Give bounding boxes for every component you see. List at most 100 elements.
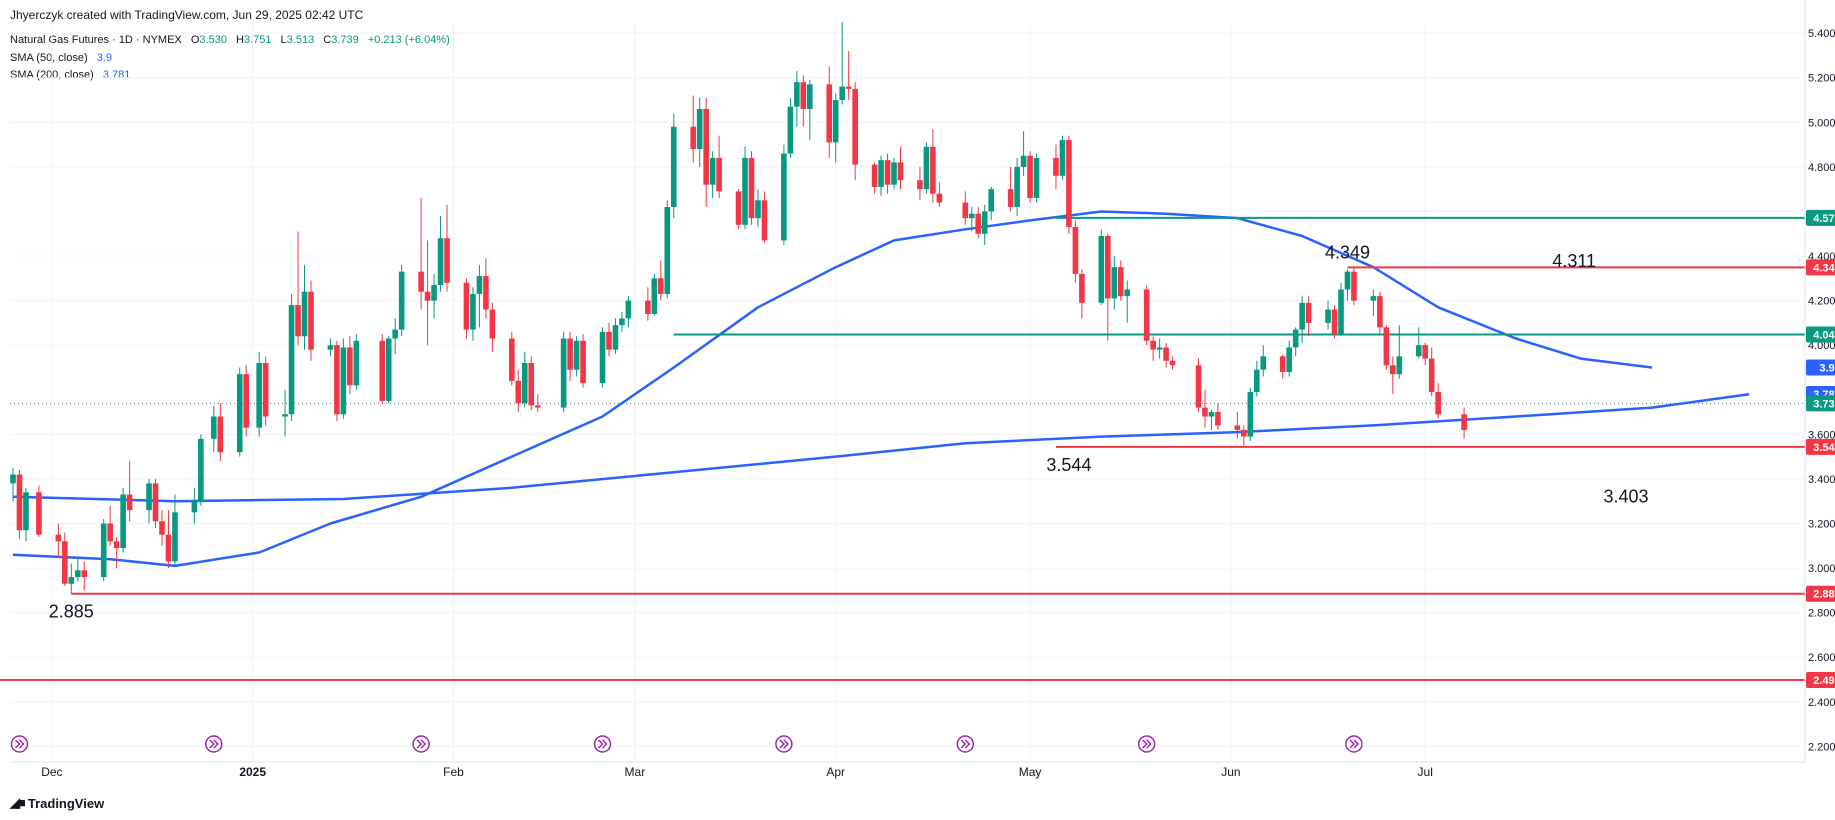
- y-tick-label: 4.800: [1808, 162, 1835, 174]
- candle: [146, 478, 152, 524]
- level-tag: [1806, 209, 1835, 226]
- candle: [787, 97, 794, 158]
- candle-body: [126, 494, 133, 511]
- price-axis[interactable]: 5.4005.2005.0004.8004.4004.2004.0003.600…: [1804, 0, 1835, 762]
- sma50-label[interactable]: SMA (50, close): [10, 52, 88, 64]
- price-annotation: 3.544: [1046, 455, 1091, 475]
- candle-body: [748, 157, 755, 219]
- candle-body: [1383, 327, 1390, 366]
- candle-body: [567, 338, 573, 370]
- candle-body: [1215, 412, 1221, 426]
- candle-body: [560, 338, 567, 408]
- candle: [392, 318, 399, 355]
- candle-body: [1072, 227, 1079, 274]
- candle: [1079, 269, 1085, 319]
- moving-averages: [12, 210, 1750, 568]
- candle: [126, 461, 133, 522]
- candle: [347, 336, 353, 395]
- candle: [936, 182, 943, 207]
- candle-body: [787, 106, 794, 154]
- candle-body: [1007, 189, 1014, 207]
- level-tag-label: 4.349: [1813, 262, 1835, 274]
- candle: [755, 189, 761, 228]
- candle: [923, 142, 930, 194]
- candle-body: [236, 374, 243, 453]
- tradingview-logo[interactable]: ◢■ TradingView: [10, 795, 104, 811]
- event-marker-icon: [956, 735, 975, 753]
- candle-body: [1435, 392, 1441, 415]
- candle: [1241, 425, 1247, 446]
- candle: [152, 478, 159, 528]
- candle-body: [709, 157, 716, 185]
- candle-body: [1169, 360, 1176, 366]
- candle: [23, 487, 29, 542]
- candle: [256, 351, 262, 437]
- event-marker-arrow: [209, 739, 219, 749]
- candle: [353, 334, 360, 390]
- candle-body: [120, 494, 126, 549]
- y-tick-label: 2.200: [1808, 741, 1835, 753]
- candle-body: [489, 309, 496, 339]
- candle-body: [1253, 369, 1260, 392]
- candle-body: [1098, 235, 1105, 303]
- candle-body: [962, 202, 969, 219]
- candle: [748, 151, 755, 225]
- event-markers: [10, 735, 1363, 753]
- candle: [476, 264, 483, 328]
- candle-body: [923, 146, 930, 190]
- candle: [670, 113, 677, 219]
- candle: [236, 367, 243, 457]
- candle-body: [716, 157, 722, 192]
- candle: [16, 470, 23, 540]
- high-value: 3.751: [243, 34, 272, 46]
- candle: [379, 334, 386, 404]
- symbol-legend[interactable]: Natural Gas Futures · 1D · NYMEX O3.530 …: [10, 34, 450, 46]
- candle: [897, 146, 904, 190]
- high-label: H: [236, 34, 244, 46]
- sma50-value: 3.9: [96, 52, 112, 64]
- candle-body: [1150, 340, 1156, 350]
- candle: [470, 287, 476, 341]
- candle-body: [385, 338, 392, 401]
- candle: [282, 389, 288, 437]
- candle: [74, 556, 81, 582]
- candle-body: [1305, 302, 1312, 323]
- candle-body: [1325, 309, 1331, 323]
- candle: [1059, 135, 1066, 181]
- time-axis[interactable]: Dec 2025 Feb Mar Apr May Jun Jul: [10, 761, 1805, 779]
- candle-body: [1415, 345, 1422, 357]
- candle: [418, 198, 424, 310]
- candle: [658, 260, 664, 301]
- candle: [515, 369, 522, 413]
- candle: [1208, 409, 1215, 430]
- candle-body: [1260, 356, 1267, 370]
- price-annotation: 3.403: [1604, 486, 1649, 506]
- y-tick-label: 4.200: [1808, 296, 1835, 308]
- candle-body: [1059, 140, 1066, 176]
- candle-body: [107, 523, 113, 542]
- level-tag-label: 4.048: [1813, 329, 1835, 341]
- candle: [1195, 358, 1202, 413]
- y-tick-label: 5.400: [1808, 28, 1835, 40]
- candle-body: [1124, 289, 1131, 297]
- candle: [437, 215, 444, 292]
- candle: [1344, 269, 1351, 301]
- symbol-name[interactable]: Natural Gas Futures · 1D · NYMEX: [10, 34, 182, 46]
- candle: [191, 487, 198, 524]
- candle: [606, 322, 612, 357]
- event-marker-icon: [593, 735, 612, 753]
- candle: [988, 186, 994, 221]
- candle: [781, 144, 787, 245]
- candle: [1072, 220, 1079, 283]
- sma50-legend[interactable]: SMA (50, close) 3.9: [10, 52, 112, 64]
- candle: [243, 365, 250, 437]
- candle-body: [1344, 271, 1351, 290]
- candle: [884, 153, 891, 194]
- candle-body: [463, 282, 470, 330]
- candle: [107, 505, 113, 546]
- candle: [1066, 135, 1072, 234]
- candle-body: [81, 570, 88, 577]
- x-tick-label: Dec: [41, 765, 62, 779]
- candle: [1117, 260, 1124, 301]
